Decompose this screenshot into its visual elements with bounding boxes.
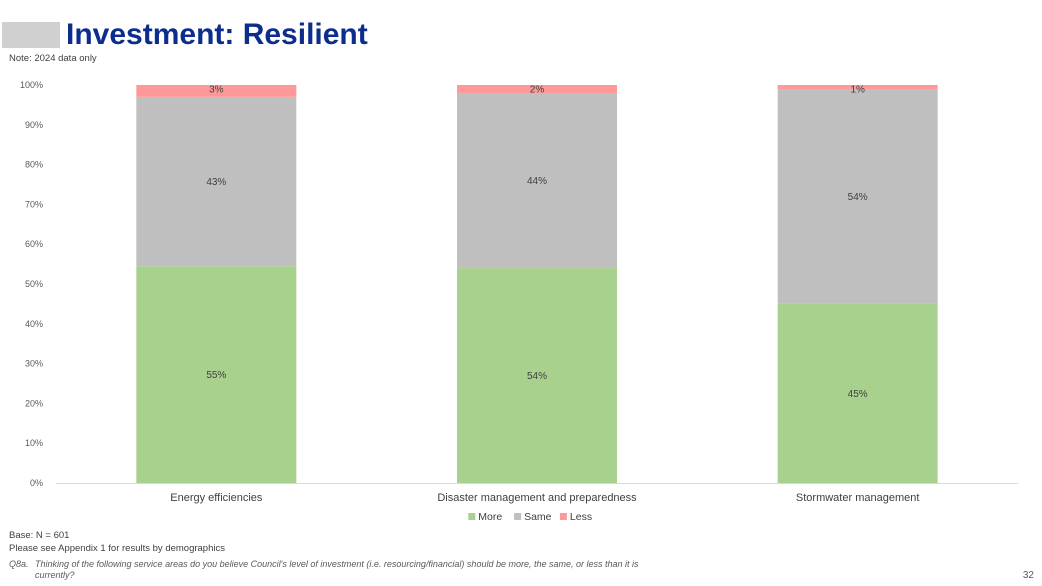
x-tick-label: Stormwater management <box>796 492 920 504</box>
x-tick-label: Disaster management and preparedness <box>437 492 637 504</box>
legend-swatch-less <box>559 513 567 520</box>
bars: 55% 43% 3% 54% 44% 2% 45% 54% 1% <box>136 85 938 483</box>
y-tick-label: 30% <box>25 359 43 369</box>
page-number: 32 <box>1022 570 1034 581</box>
bar-segment-more <box>457 268 617 483</box>
question-number: Q8a. <box>9 559 29 569</box>
data-label: 45% <box>848 389 868 400</box>
note-text: Note: 2024 data only <box>9 53 97 64</box>
data-label: 3% <box>209 85 224 96</box>
data-label: 1% <box>850 85 865 96</box>
legend-swatch-more <box>468 513 476 520</box>
legend-label-same: Same <box>524 511 552 523</box>
bar-segment-less <box>136 85 297 97</box>
page-title: Investment: Resilient <box>66 18 368 51</box>
y-tick-label: 20% <box>25 398 43 408</box>
y-tick-label: 80% <box>25 160 43 170</box>
y-tick-label: 0% <box>30 478 43 488</box>
y-tick-label: 10% <box>25 438 43 448</box>
data-label: 54% <box>527 371 547 382</box>
x-axis-labels: Energy efficiencies Disaster management a… <box>170 492 919 504</box>
legend-label-less: Less <box>570 511 592 523</box>
bar-segment-more <box>777 303 938 483</box>
title-accent-bar <box>2 22 60 48</box>
y-tick-label: 70% <box>25 199 43 209</box>
bar-segment-more <box>136 266 297 483</box>
x-tick-label: Energy efficiencies <box>170 492 263 504</box>
bar-segment-same <box>457 92 617 269</box>
data-label: 54% <box>848 192 868 203</box>
y-tick-label: 100% <box>20 80 43 90</box>
bar-segment-same <box>136 96 297 267</box>
y-axis: 0% 10% 20% 30% 40% 50% 60% 70% 80% 90% 100% <box>20 80 43 488</box>
data-label: 55% <box>206 370 226 381</box>
y-tick-label: 60% <box>25 239 43 249</box>
appendix-text: Please see Appendix 1 for results by dem… <box>9 543 225 554</box>
data-label: 2% <box>530 85 545 96</box>
question-body: Thinking of the following service areas … <box>35 559 639 580</box>
legend-label-more: More <box>478 511 502 523</box>
y-tick-label: 50% <box>25 279 43 289</box>
y-tick-label: 40% <box>25 319 43 329</box>
bar-segment-less <box>777 85 938 89</box>
legend-swatch-same <box>514 513 522 520</box>
legend: More Same Less <box>468 511 592 523</box>
data-label: 44% <box>527 176 547 187</box>
question-text: Q8a. Thinking of the following service a… <box>9 559 675 580</box>
base-text: Base: N = 601 <box>9 530 70 541</box>
bar-segment-less <box>457 85 617 93</box>
y-tick-label: 90% <box>25 120 43 130</box>
bar-segment-same <box>777 88 938 304</box>
data-label: 43% <box>206 177 226 188</box>
